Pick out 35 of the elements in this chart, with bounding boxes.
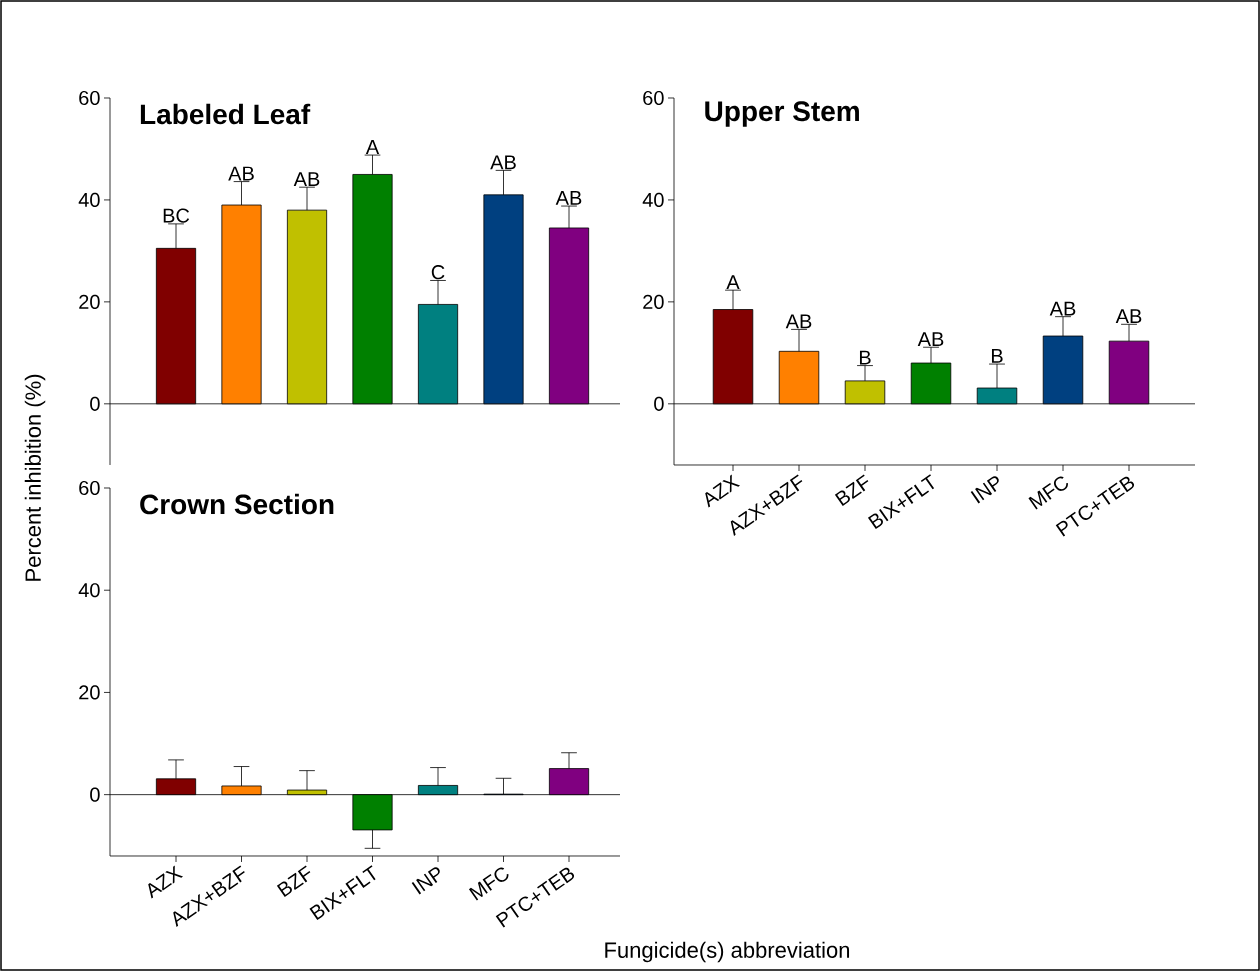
annotation: AB	[228, 166, 254, 181]
y-tick-label: 40	[642, 192, 664, 208]
x-tick-label: INP	[411, 867, 440, 895]
annotation: A	[365, 140, 380, 154]
annotation: AB	[917, 332, 944, 347]
y-tick-label: 20	[643, 294, 664, 309]
annotation: C	[431, 265, 445, 280]
x-tick-label: BZF	[834, 474, 869, 507]
annotation: BC	[163, 208, 190, 223]
x-axis-title: Fungicide(s) abbreviation	[605, 941, 850, 963]
annotation: AB	[490, 155, 516, 170]
annotation: B	[991, 349, 1003, 363]
y-tick-label: 0	[90, 787, 100, 802]
y-tick-label: 40	[78, 583, 100, 598]
y-tick-label: 0	[90, 396, 100, 411]
chart-title: Upper Stem	[705, 101, 859, 127]
y-tick-label: 20	[79, 294, 100, 309]
x-tick-label: BZF	[276, 865, 311, 898]
y-tick-label: 40	[78, 192, 100, 207]
chart-title: Crown Section	[140, 493, 334, 515]
annotation: AB	[785, 314, 812, 329]
annotation: AB	[293, 172, 320, 186]
annotation: AB	[555, 191, 582, 205]
annotation: AB	[1049, 301, 1076, 316]
y-tick-label: 60	[79, 480, 100, 496]
y-tick-label: 20	[79, 685, 100, 700]
y-tick-label: 60	[79, 90, 100, 106]
y-tick-label: 0	[654, 396, 664, 411]
annotation: A	[726, 275, 740, 289]
y-tick-label: 60	[643, 90, 664, 106]
annotation: B	[859, 350, 871, 365]
x-tick-label: INP	[970, 476, 999, 504]
y-axis-title: Percent inhibition (%)	[24, 374, 46, 581]
annotation: AB	[1115, 309, 1142, 324]
chart-title: Labeled Leaf	[140, 103, 311, 125]
